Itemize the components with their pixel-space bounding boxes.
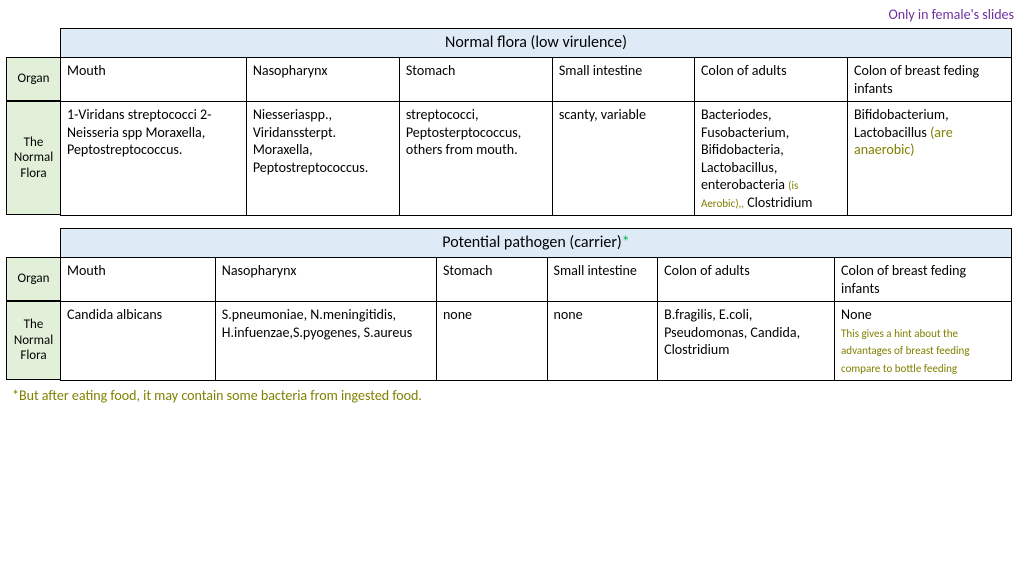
col-header: Mouth bbox=[61, 58, 247, 102]
col-header: Colon of adults bbox=[658, 258, 835, 302]
cell: Niesseriaspp., Viridanssterpt. Moraxella… bbox=[246, 102, 399, 216]
side-label-flora: The Normal Flora bbox=[6, 101, 60, 215]
table-normal-flora: Organ The Normal Flora Normal flora (low… bbox=[60, 28, 1012, 216]
cell: Bifidobacterium, Lactobacillus (are anae… bbox=[847, 102, 1011, 216]
cell: B.fragilis, E.coli, Pseudomonas, Candida… bbox=[658, 302, 835, 381]
col-header: Colon of breast feding infants bbox=[835, 258, 1012, 302]
top-note: Only in female's slides bbox=[889, 6, 1014, 23]
cell: Candida albicans bbox=[61, 302, 216, 381]
col-header: Small intestine bbox=[552, 58, 694, 102]
table2-title: Potential pathogen (carrier)* bbox=[61, 229, 1012, 258]
cell: 1-Viridans streptococci 2-Neisseria spp … bbox=[61, 102, 247, 216]
cell: none bbox=[547, 302, 658, 381]
table1-title: Normal flora (low virulence) bbox=[61, 29, 1012, 58]
col-header: Stomach bbox=[399, 58, 552, 102]
side-label-flora: The Normal Flora bbox=[6, 301, 60, 380]
side-label-organ: Organ bbox=[6, 257, 60, 301]
col-header: Mouth bbox=[61, 258, 216, 302]
cell: NoneThis gives a hint about theadvantage… bbox=[835, 302, 1012, 381]
col-header: Nasopharynx bbox=[246, 58, 399, 102]
cell: Bacteriodes, Fusobacterium, Bifidobacter… bbox=[694, 102, 847, 216]
cell: scanty, variable bbox=[552, 102, 694, 216]
col-header: Stomach bbox=[436, 258, 547, 302]
col-header: Colon of adults bbox=[694, 58, 847, 102]
table-potential-pathogen: Organ The Normal Flora Potential pathoge… bbox=[60, 228, 1012, 381]
cell: S.pneumoniae, N.meningitidis, H.infuenza… bbox=[215, 302, 436, 381]
cell: none bbox=[436, 302, 547, 381]
col-header: Colon of breast feding infants bbox=[847, 58, 1011, 102]
footnote: *But after eating food, it may contain s… bbox=[12, 387, 1018, 404]
side-label-organ: Organ bbox=[6, 57, 60, 101]
col-header: Nasopharynx bbox=[215, 258, 436, 302]
col-header: Small intestine bbox=[547, 258, 658, 302]
cell: streptococci, Peptosterptococcus, others… bbox=[399, 102, 552, 216]
